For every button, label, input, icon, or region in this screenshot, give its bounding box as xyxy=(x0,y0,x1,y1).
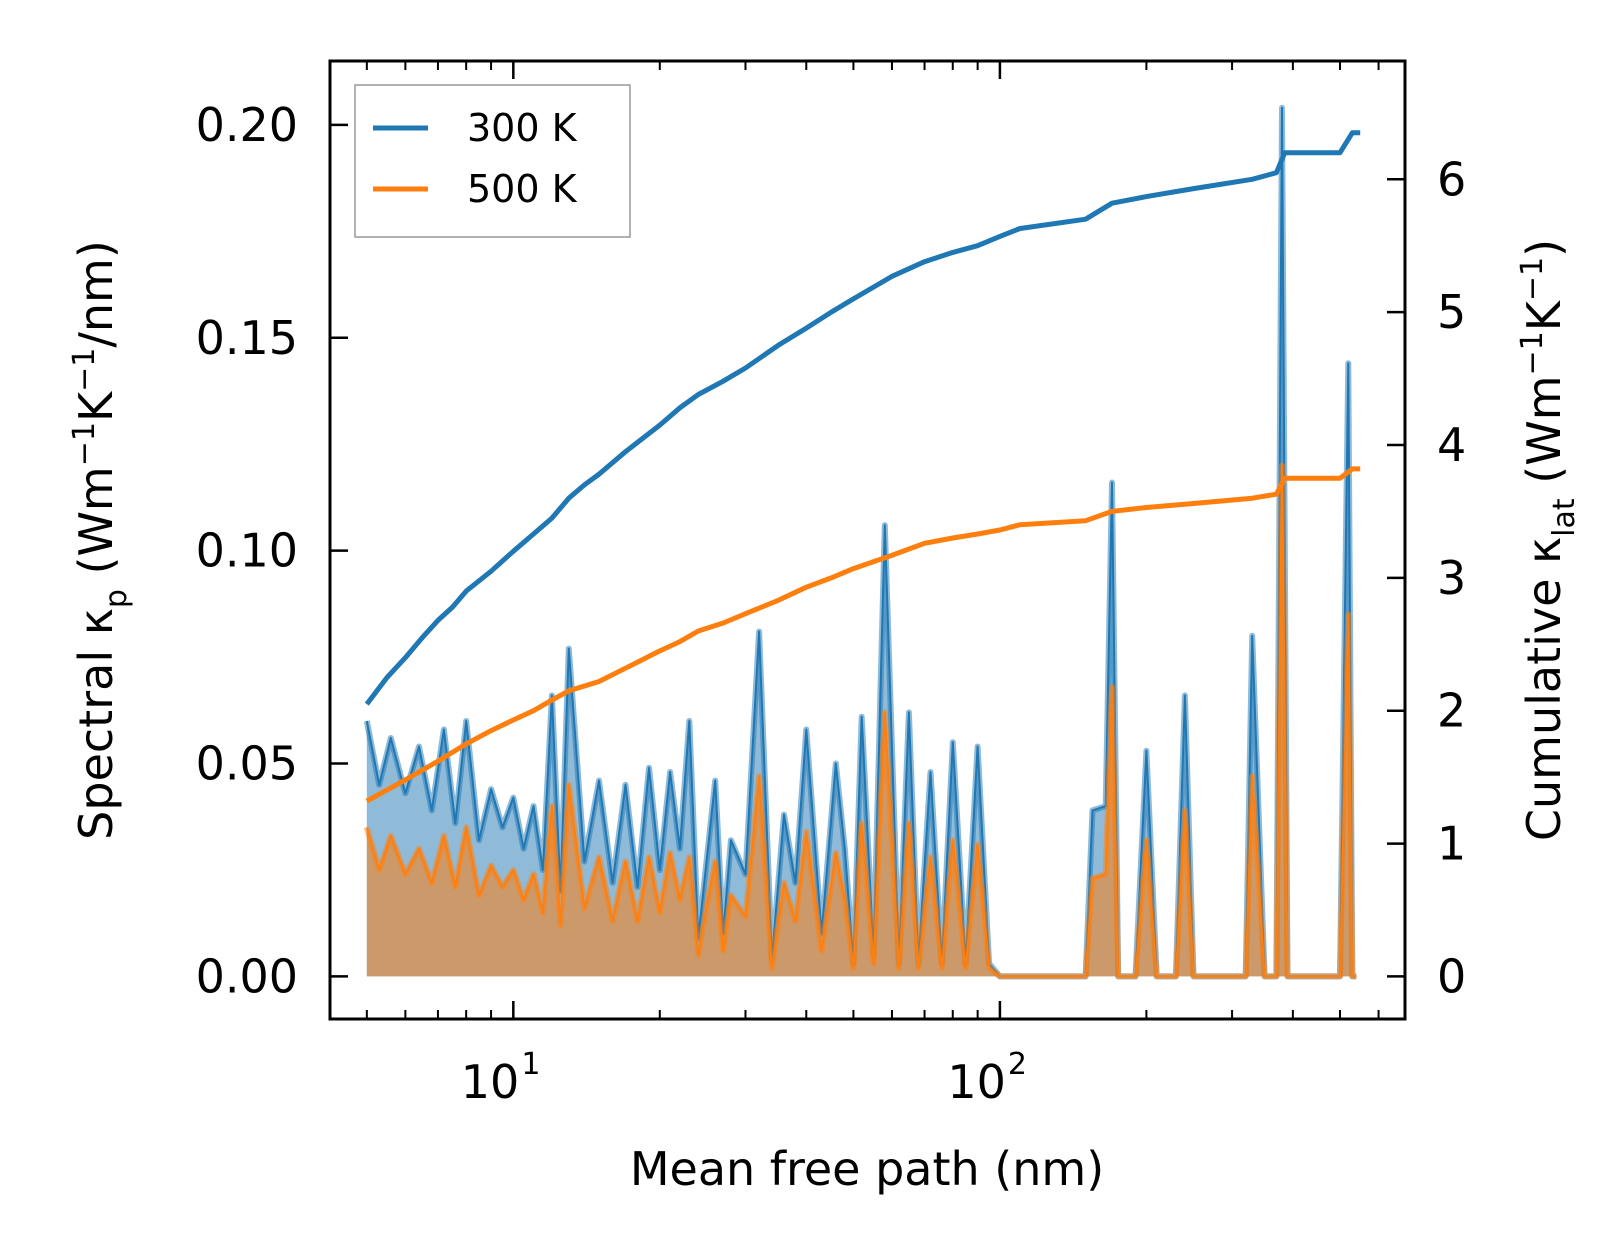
y-left-tick-label: 0.15 xyxy=(196,311,298,365)
y-left-tick-label: 0.20 xyxy=(196,98,298,152)
spectral-line-500K xyxy=(365,464,1357,978)
legend-label-500K: 500 K xyxy=(467,167,578,211)
x-tick-label-100: 10 2 xyxy=(947,1047,1027,1109)
ticks-layer xyxy=(330,61,1405,1019)
y-right-tick-label: 2 xyxy=(1437,684,1466,738)
svg-text:10: 10 xyxy=(461,1055,520,1109)
spectral-layer xyxy=(363,104,1357,980)
y-left-tick-label: 0.10 xyxy=(196,524,298,578)
x-axis-label: Mean free path (nm) xyxy=(630,1142,1104,1196)
cumulative-line-300K xyxy=(364,130,1361,706)
y-left-tick-label: 0.05 xyxy=(196,737,298,791)
y-right-tick-label: 4 xyxy=(1437,418,1466,472)
legend-box xyxy=(354,84,631,238)
x-tick-label-10: 10 1 xyxy=(461,1047,541,1109)
cumulative-line-500K xyxy=(365,466,1361,804)
svg-text:2: 2 xyxy=(1008,1047,1027,1082)
cumulative-layer xyxy=(364,130,1361,804)
legend-label-300K: 300 K xyxy=(467,106,578,150)
legend: 300 K 500 K xyxy=(354,84,631,238)
svg-text:1: 1 xyxy=(521,1047,540,1082)
svg-text:10: 10 xyxy=(947,1055,1006,1109)
y-right-tick-label: 0 xyxy=(1437,949,1466,1003)
y-right-tick-label: 5 xyxy=(1437,285,1466,339)
y-right-tick-label: 1 xyxy=(1437,817,1466,871)
y-right-axis-label: Cumulative κlat (Wm−1K−1) xyxy=(1515,239,1582,841)
y-right-tick-label: 3 xyxy=(1437,551,1466,605)
y-left-tick-label: 0.00 xyxy=(196,949,298,1003)
plot-frame xyxy=(328,59,1407,1021)
y-right-tick-label: 6 xyxy=(1437,152,1466,206)
y-left-axis-label: Spectral κp (Wm−1K−1/nm) xyxy=(67,240,134,840)
